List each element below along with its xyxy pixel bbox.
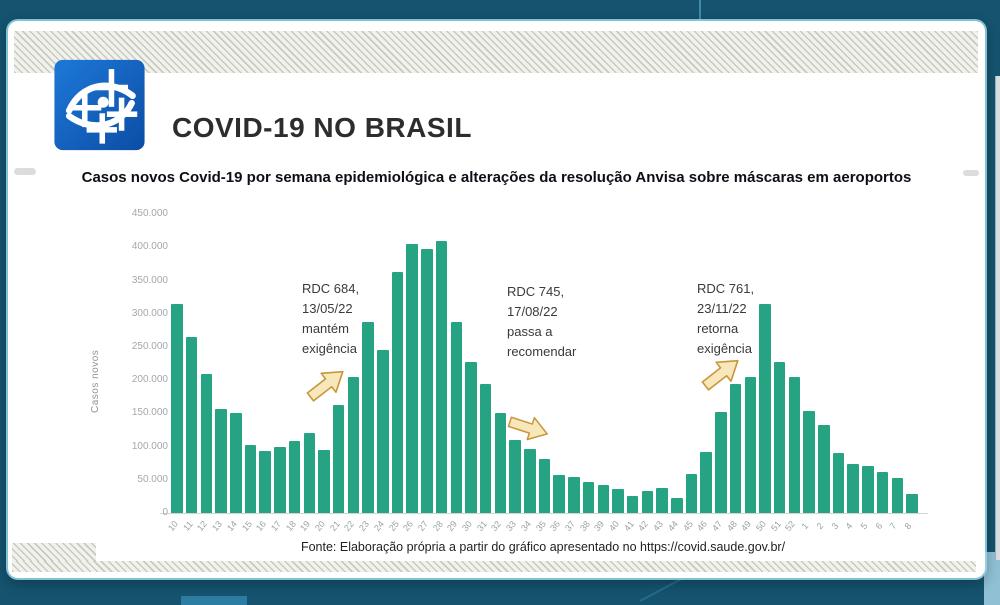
bar-week-49 bbox=[744, 376, 757, 513]
y-tick-label: 450.000 bbox=[131, 208, 168, 220]
bar-week-32 bbox=[494, 413, 507, 513]
bar-week-4 bbox=[847, 463, 859, 513]
bar-week-44 bbox=[671, 497, 683, 513]
bar-week-7 bbox=[891, 477, 904, 513]
plot-area: Casos novos 0 50.000 100.000 150.000 200.000… bbox=[8, 21, 985, 578]
bar-week-41 bbox=[626, 496, 639, 513]
bar-week-5 bbox=[862, 465, 874, 513]
y-tick-label: 400.000 bbox=[131, 241, 168, 253]
bar-week-36 bbox=[553, 475, 565, 513]
bar-week-46 bbox=[700, 451, 712, 513]
bar-week-47 bbox=[715, 412, 727, 513]
bar-week-26 bbox=[406, 244, 418, 513]
bar-week-13 bbox=[215, 408, 227, 513]
background-accent-line bbox=[699, 0, 701, 24]
y-tick-label: 250.000 bbox=[131, 341, 168, 352]
bar-week-39 bbox=[597, 485, 610, 513]
up-right-arrow-icon bbox=[306, 370, 344, 402]
bar-week-3 bbox=[832, 453, 845, 513]
chart-title: Casos novos Covid-19 por semana epidemio… bbox=[81, 169, 912, 186]
bar-week-42 bbox=[641, 491, 654, 513]
bar-week-38 bbox=[582, 481, 595, 513]
bar-week-52 bbox=[788, 376, 801, 513]
bar-week-50 bbox=[759, 303, 771, 513]
bar-week-2 bbox=[818, 424, 830, 513]
bar-week-51 bbox=[773, 361, 786, 513]
bar-week-37 bbox=[568, 477, 580, 513]
bar-week-1 bbox=[803, 410, 815, 513]
bar-week-29 bbox=[450, 322, 463, 513]
annotation-rdc-745: RDC 745, 17/08/22 passa a recomendar bbox=[507, 284, 577, 359]
down-right-arrow-icon bbox=[507, 416, 548, 441]
adjacent-card-edge bbox=[995, 76, 1000, 560]
bar-week-17 bbox=[274, 446, 286, 513]
bar-week-21 bbox=[332, 404, 345, 513]
x-axis-line bbox=[160, 513, 928, 514]
bar-week-45 bbox=[685, 473, 698, 513]
bar-week-24 bbox=[377, 350, 389, 513]
hatched-band-top bbox=[14, 31, 978, 73]
bar-week-22 bbox=[347, 376, 360, 513]
bar-week-31 bbox=[479, 383, 492, 513]
bar-week-15 bbox=[244, 445, 257, 513]
source-caption: Fonte: Elaboração própria a partir do gr… bbox=[300, 540, 786, 554]
bar-week-27 bbox=[421, 249, 433, 513]
bar-week-16 bbox=[259, 451, 271, 513]
bar-week-34 bbox=[524, 449, 536, 513]
bar-week-23 bbox=[362, 321, 374, 513]
annotation-rdc-684: RDC 684, 13/05/22 mantém exigência bbox=[302, 281, 360, 356]
y-tick-label: 150.000 bbox=[131, 407, 168, 419]
y-tick-label: 300.000 bbox=[131, 307, 168, 319]
background-blue-bar bbox=[181, 596, 247, 605]
y-tick-label: 0 bbox=[162, 507, 168, 518]
bar-week-19 bbox=[303, 433, 316, 513]
bar-week-18 bbox=[288, 441, 301, 513]
bar-week-43 bbox=[656, 488, 668, 513]
y-tick-label: 100.000 bbox=[131, 440, 168, 452]
up-right-arrow-icon bbox=[701, 359, 739, 391]
bar-week-20 bbox=[318, 449, 330, 513]
bar-week-25 bbox=[391, 271, 404, 513]
bar-week-48 bbox=[729, 383, 742, 513]
y-tick-label: 350.000 bbox=[131, 274, 168, 286]
bar-week-30 bbox=[465, 361, 477, 513]
bar-week-40 bbox=[612, 489, 624, 513]
card-edge-handle-left bbox=[14, 168, 36, 175]
y-tick-label: 50.000 bbox=[137, 473, 168, 485]
annotation-rdc-761: RDC 761, 23/11/22 retorna exigência bbox=[697, 281, 755, 356]
bar-week-10 bbox=[171, 303, 183, 513]
y-tick-label: 200.000 bbox=[131, 374, 168, 386]
bar-week-28 bbox=[435, 240, 448, 513]
bar-week-33 bbox=[509, 439, 521, 513]
bar-week-35 bbox=[538, 458, 551, 513]
bar-week-6 bbox=[876, 471, 889, 513]
hatched-band-bottom-strip bbox=[12, 561, 976, 572]
bar-week-8 bbox=[906, 493, 918, 513]
page-title: COVID-19 NO BRASIL bbox=[172, 112, 472, 143]
background-corner-box bbox=[984, 552, 1000, 605]
bar-week-12 bbox=[200, 373, 213, 513]
slide-card: COVID-19 NO BRASIL Casos novos Covid-19 … bbox=[8, 21, 985, 578]
bar-week-14 bbox=[230, 413, 242, 513]
card-edge-handle-right bbox=[963, 170, 979, 176]
tv-network-logo-icon bbox=[54, 59, 145, 151]
bar-week-11 bbox=[185, 337, 198, 513]
